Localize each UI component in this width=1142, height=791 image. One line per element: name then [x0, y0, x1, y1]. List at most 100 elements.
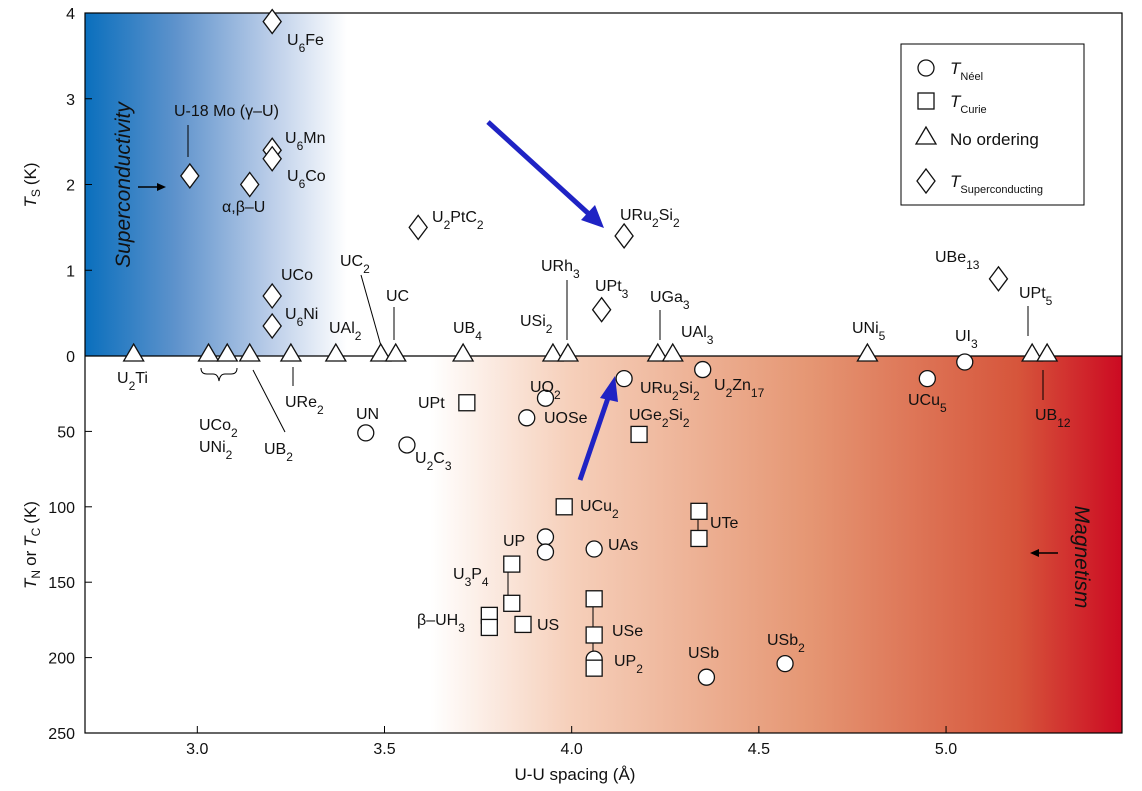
point-label: URe2: [285, 394, 324, 417]
blue-arrows: [486, 120, 618, 481]
point-label: UCu2: [580, 498, 619, 521]
point-label: U2PtC2: [432, 209, 484, 232]
plot-frame: [84, 12, 1123, 734]
x-tick-label: 4.0: [561, 741, 583, 758]
magnetism-label: Magnetism: [1070, 506, 1093, 609]
y-tick-label: 3: [66, 92, 75, 109]
diamond-marker: [262, 8, 282, 35]
y-tick-label: 0: [66, 349, 75, 366]
point-label: UCo: [281, 267, 313, 284]
legend-square-marker: [917, 92, 935, 110]
circle-marker: [918, 369, 936, 388]
triangle-marker: [661, 342, 684, 362]
triangle-marker: [1021, 342, 1044, 362]
legend: TNéel TCurie No ordering TSuperconducting: [900, 43, 1085, 206]
leader-line: [252, 369, 286, 433]
point-label: UNi2: [199, 439, 233, 462]
superconductivity-region: [85, 13, 347, 356]
point-label: β–UH3: [417, 612, 465, 635]
square-marker: [458, 394, 476, 412]
superconductivity-label: Superconductivity: [112, 101, 135, 268]
superconductivity-arrowhead: [157, 183, 166, 191]
point-label: U2Zn17: [714, 377, 765, 400]
triangle-marker: [856, 342, 879, 362]
point-label: U6Fe: [287, 32, 324, 55]
point-label: UI3: [955, 328, 978, 351]
point-label: UN: [356, 406, 379, 423]
diamond-marker: [262, 312, 282, 340]
blue-arrowhead-up: [600, 376, 618, 402]
point-label: U6Co: [287, 168, 326, 191]
point-label: UOSe: [544, 410, 588, 427]
legend-diamond-marker: [916, 167, 936, 195]
point-label: UTe: [710, 515, 739, 532]
point-label: UPt3: [595, 278, 629, 301]
triangle-marker: [556, 342, 580, 362]
triangle-marker: [279, 342, 303, 362]
point-label: UBe13: [935, 249, 980, 272]
lower-y-axis-label: TNorTC(K): [21, 501, 43, 589]
point-labels: U6Fe U-18 Mo (γ–U) U6Mn U6Co α,β–U U2PtC…: [117, 32, 1071, 676]
circle-marker: [694, 360, 712, 379]
triangle-marker: [1035, 342, 1059, 362]
blue-arrowhead-down: [581, 205, 604, 228]
point-label: UB4: [453, 320, 482, 343]
circle-marker: [536, 543, 555, 561]
circle-marker: [615, 369, 633, 388]
leader-line: [360, 274, 382, 347]
point-label: α,β–U: [222, 199, 265, 216]
point-label: UCo2: [199, 417, 238, 440]
point-label: UGa3: [650, 289, 690, 312]
point-label: USb2: [767, 632, 805, 655]
point-label: UB12: [1035, 407, 1071, 430]
triangle-marker: [451, 342, 475, 362]
point-label: U2Ti: [117, 370, 148, 393]
triangle-marker: [541, 342, 565, 362]
y-tick-label: 1: [66, 263, 75, 280]
triangle-marker: [646, 342, 669, 362]
diamond-marker: [239, 171, 260, 198]
legend-circle-marker: [917, 59, 935, 77]
diamond-marker: [262, 145, 282, 172]
brace: [200, 367, 238, 382]
circle-marker: [697, 668, 716, 686]
point-label: U-18 Mo (γ–U): [174, 103, 279, 120]
x-tick-label: 4.5: [748, 741, 770, 758]
point-label: UNi5: [852, 320, 886, 343]
point-label: UAl3: [681, 324, 714, 347]
magnetism-region: [430, 356, 1122, 733]
y-tick-label: 250: [48, 726, 75, 743]
triangle-marker: [384, 342, 407, 362]
diamond-marker: [408, 214, 429, 241]
triangle-marker: [197, 342, 220, 362]
square-marker: [690, 529, 708, 548]
point-label: U6Ni: [285, 306, 318, 329]
diamond-marker: [262, 282, 282, 310]
x-axis-label: U-U spacing (Å): [515, 765, 636, 784]
y-tick-label: 100: [48, 500, 75, 517]
diamond-marker: [591, 296, 612, 323]
point-label: UGe2Si2: [629, 407, 690, 430]
legend-label: TNéel: [950, 59, 983, 83]
blue-arrow-down: [486, 120, 592, 217]
x-tick-label: 5.0: [935, 741, 957, 758]
point-label: U2C3: [415, 450, 452, 473]
x-tick-label: 3.5: [373, 741, 395, 758]
circle-marker: [956, 353, 974, 371]
circle-marker: [357, 424, 375, 442]
triangle-marker: [369, 342, 392, 362]
point-label: USb: [688, 645, 719, 662]
square-marker: [630, 425, 648, 444]
circle-marker: [398, 436, 416, 454]
point-label: UAl2: [329, 320, 362, 343]
point-label: UC: [386, 288, 409, 305]
diamond-marker: [180, 162, 200, 190]
y-tick-label: 50: [57, 424, 75, 441]
triangle-marker: [324, 342, 347, 362]
magnetism-arrowhead: [1030, 549, 1039, 557]
region-arrows: [138, 183, 1058, 557]
circle-marker: [518, 409, 536, 427]
point-label: URu2Si2: [640, 380, 700, 403]
y-tick-label: 4: [66, 6, 75, 23]
